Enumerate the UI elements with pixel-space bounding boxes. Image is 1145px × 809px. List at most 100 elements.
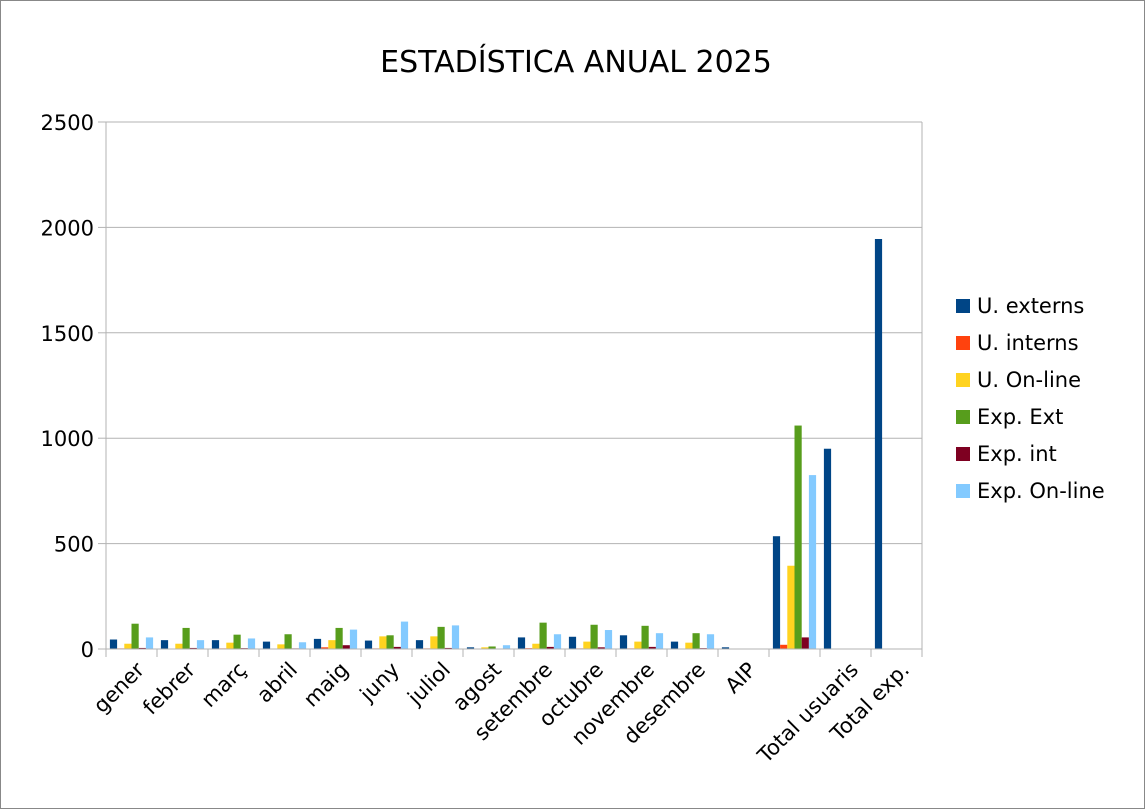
legend-label: Exp. On-line	[977, 479, 1105, 503]
bar	[604, 630, 613, 649]
bar	[437, 626, 445, 649]
bar	[284, 634, 292, 649]
bar	[430, 636, 438, 649]
bar	[568, 636, 577, 649]
x-tick-label: abril	[252, 658, 302, 708]
bar	[313, 638, 322, 649]
bar	[721, 647, 730, 649]
bar	[451, 625, 460, 649]
y-tick-label: 1500	[41, 322, 94, 346]
legend-label: U. On-line	[977, 368, 1081, 392]
bar	[335, 627, 343, 649]
bar	[160, 640, 169, 649]
bar	[590, 624, 598, 649]
bar	[145, 637, 154, 649]
x-tick-label: AIP	[721, 658, 761, 698]
bar	[517, 637, 526, 649]
bar	[277, 644, 285, 649]
bar	[808, 475, 817, 649]
bar	[532, 643, 540, 649]
bar	[444, 647, 452, 649]
bar	[189, 647, 197, 649]
bar	[393, 646, 401, 649]
bar	[131, 623, 139, 649]
bar	[648, 646, 656, 649]
bar	[801, 637, 809, 649]
y-tick-label: 2000	[41, 216, 94, 240]
bar	[685, 642, 693, 649]
bar	[138, 647, 146, 649]
bar	[583, 641, 591, 649]
y-tick-label: 0	[81, 638, 94, 662]
bar	[298, 642, 307, 649]
y-tick-labels: 0 500 1000 1500 2000 2500	[41, 111, 94, 662]
bar	[211, 640, 220, 649]
legend-swatch	[956, 299, 970, 313]
bar	[787, 565, 795, 649]
x-tick-label: febrer	[138, 657, 200, 719]
legend-label: Exp. int	[977, 442, 1057, 466]
bar	[349, 629, 358, 649]
bar	[196, 640, 205, 649]
bar	[109, 639, 118, 649]
bar	[124, 643, 132, 649]
bar	[539, 622, 547, 649]
grid-lines	[106, 121, 922, 545]
bar	[262, 641, 271, 649]
legend-label: Exp. Ext	[977, 405, 1063, 429]
bar	[415, 640, 424, 649]
bar	[546, 646, 554, 649]
bar	[247, 638, 256, 649]
bar	[670, 641, 679, 649]
bar	[400, 621, 409, 649]
bar	[481, 647, 489, 649]
x-tick-label: juny	[355, 658, 404, 707]
legend-label: U. interns	[977, 331, 1079, 355]
bar	[655, 633, 664, 649]
y-tick-label: 1000	[41, 427, 94, 451]
bar	[379, 636, 387, 649]
bar	[328, 640, 336, 649]
legend-swatch	[956, 447, 970, 461]
bar	[321, 647, 329, 649]
x-tick-label: maig	[299, 658, 353, 712]
x-tick-label: març	[197, 658, 251, 712]
bars	[109, 238, 883, 649]
bar	[466, 647, 475, 649]
bar	[874, 238, 883, 649]
bar	[364, 640, 373, 649]
bar	[182, 627, 190, 649]
axes	[98, 121, 923, 657]
bar	[553, 634, 562, 649]
bar	[619, 635, 628, 649]
bar	[597, 647, 605, 649]
y-tick-label: 2500	[41, 111, 94, 135]
y-tick-label: 500	[54, 533, 94, 557]
legend-swatch	[956, 410, 970, 424]
bar	[772, 536, 781, 649]
legend-swatch	[956, 373, 970, 387]
legend-label: U. externs	[977, 294, 1084, 318]
bar	[233, 634, 241, 649]
x-tick-label: gener	[89, 657, 149, 717]
bar	[641, 625, 649, 649]
bar	[706, 634, 715, 649]
legend-swatch	[956, 336, 970, 350]
bar	[780, 644, 788, 649]
bar	[226, 642, 234, 649]
bar	[502, 645, 511, 649]
bar	[386, 635, 394, 649]
x-tick-label: juliol	[402, 658, 455, 711]
bar	[175, 643, 183, 649]
legend: U. externs U. interns U. On-line Exp. Ext Ex…	[956, 294, 1105, 503]
bar	[634, 641, 642, 649]
bar	[692, 633, 700, 649]
legend-swatch	[956, 484, 970, 498]
bar	[794, 425, 802, 649]
chart-title: ESTADÍSTICA ANUAL 2025	[380, 44, 772, 80]
bar	[342, 645, 350, 649]
bar	[823, 448, 832, 649]
